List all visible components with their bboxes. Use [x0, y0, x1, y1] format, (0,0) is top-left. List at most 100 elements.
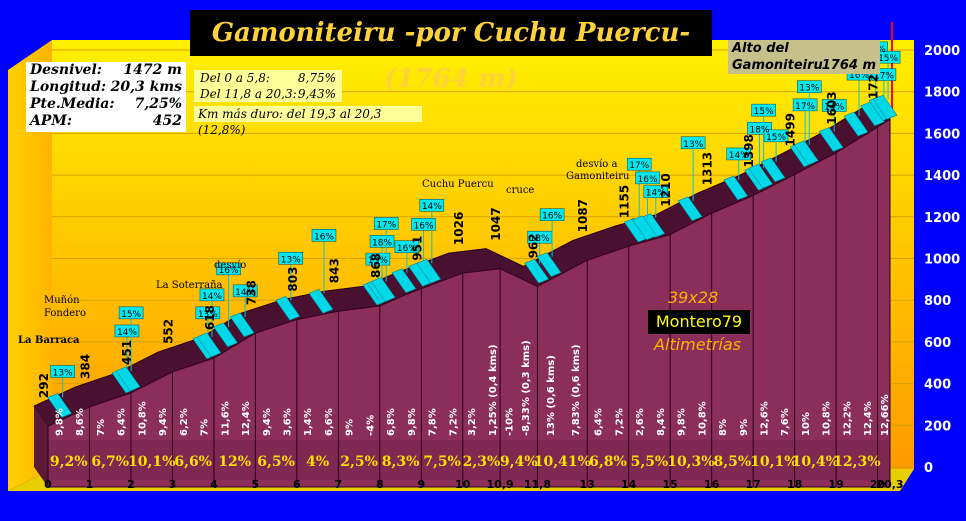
half-km-gradient: 8%: [718, 419, 729, 436]
ramp-block: [760, 157, 786, 183]
ramp-label: 13%: [198, 310, 218, 320]
half-km-gradient: 9%: [739, 419, 750, 436]
climb-section-value: 8,75%: [297, 71, 336, 85]
altitude-label: 1603: [825, 91, 839, 124]
altitude-label: 1047: [489, 207, 503, 240]
altitude-label: 738: [244, 280, 258, 305]
half-km-gradient: 7%: [200, 419, 211, 436]
km-gradient: 4%: [306, 454, 329, 470]
km-gradient-band: [48, 440, 890, 480]
half-km-gradient: 6,6%: [324, 408, 335, 436]
ramp-label: 14%: [235, 288, 255, 298]
ramp-label: 13%: [799, 84, 819, 94]
x-tick-label: 17: [745, 478, 760, 491]
ramp-block: [818, 127, 844, 152]
half-km-gradient: 6,4%: [594, 408, 605, 436]
ramp-label: 16%: [414, 221, 434, 231]
altitude-label: 1087: [576, 199, 590, 232]
altitude-label: 552: [161, 319, 175, 344]
ramp-block: [723, 175, 749, 201]
ramp-badge: [195, 306, 221, 320]
x-tick-label: 5: [252, 478, 260, 491]
half-km-gradient: 3,6%: [282, 408, 293, 436]
x-tick-label: 15: [663, 478, 678, 491]
climb-sections-box: Del 0 a 5,8: 8,75% Del 11,8 a 20,3: 9,43%: [194, 70, 342, 102]
ramp-block: [275, 295, 301, 321]
x-tick-label: 3: [169, 478, 177, 491]
ramp-label: 14%: [646, 189, 666, 199]
altitude-label: 1026: [452, 212, 466, 245]
y-tick-label: 600: [924, 336, 951, 351]
half-km-gradient: 7%: [96, 419, 107, 436]
ramp-label: 14%: [824, 102, 844, 112]
altitude-label: 843: [327, 258, 341, 283]
km-gradient: 10,41%: [534, 454, 591, 470]
km-gradient: 8,5%: [714, 454, 752, 470]
ramp-badge: [373, 217, 399, 230]
ramp-label: 13%: [683, 140, 703, 150]
ramp-label: 14%: [117, 328, 137, 338]
half-km-gradient: 8,6%: [75, 408, 86, 436]
ramp-label: 17%: [795, 102, 815, 112]
ramp-block: [308, 289, 334, 314]
km-gradient: 10,1%: [128, 454, 175, 470]
ramp-label: 14%: [202, 292, 222, 302]
climb-section-row: Del 0 a 5,8: 8,75%: [194, 70, 342, 86]
ramp-block: [196, 332, 222, 358]
summit-name: Alto del Gamoniteiru: [732, 41, 823, 73]
y-tick-label: 1000: [924, 253, 960, 268]
km-gradient: 10,1%: [750, 454, 797, 470]
place-annotation: La Soterraña: [156, 280, 223, 291]
half-km-gradient: 7,8%: [428, 408, 439, 436]
ramp-label: 16%: [314, 232, 334, 242]
x-tick-label: 0: [44, 478, 52, 491]
altitude-label: 451: [120, 340, 134, 365]
ramp-label: 14%: [729, 151, 749, 161]
ramp-badge: [411, 218, 436, 231]
km-gradient: 9,4%: [500, 454, 538, 470]
half-km-gradient: 6,8%: [386, 408, 397, 436]
ramp-badge: [365, 252, 391, 266]
climb-section-label: Del 11,8 a 20,3:: [200, 87, 297, 101]
ramp-label: 17%: [376, 221, 396, 231]
km-gradient: 5,5%: [631, 454, 669, 470]
x-tick-label: 16: [704, 478, 720, 491]
summit-box: Alto del Gamoniteiru 1764 m: [728, 40, 880, 74]
half-km-gradient: -10%: [504, 408, 515, 436]
ramp-badge: [821, 99, 847, 112]
half-km-gradient: 12,6%: [759, 401, 770, 436]
km-gradient: 2,5%: [340, 454, 378, 470]
ramp-block: [229, 312, 255, 338]
ramp-label: 15%: [878, 54, 898, 64]
y-tick-label: 400: [924, 378, 951, 393]
altitude-label: 1210: [659, 173, 673, 206]
ramp-block: [416, 258, 442, 284]
km-gradient: 6,8%: [589, 454, 627, 470]
half-km-gradient: 12,4%: [241, 401, 252, 436]
ramp-badge: [626, 157, 652, 171]
stat-value: 452: [152, 113, 182, 129]
x-tick-label: 7: [335, 478, 343, 491]
ramp-block: [748, 163, 774, 189]
ramp-badge: [118, 306, 144, 320]
ramp-block: [843, 111, 869, 137]
stat-value: 7,25%: [134, 96, 182, 112]
x-tick-label: 20: [870, 478, 886, 491]
y-tick-label: 0: [924, 461, 933, 476]
credit-size: 39x28: [668, 288, 719, 307]
summit-altitude: 1764 m: [821, 58, 876, 73]
half-km-gradient: 2,6%: [635, 408, 646, 436]
half-km-gradient: 7,6%: [780, 408, 791, 436]
half-km-gradient: 10,8%: [137, 401, 148, 436]
hardest-km-note: Km más duro: del 19,3 al 20,3 (12,8%): [194, 106, 422, 137]
half-km-gradient: 9,8%: [54, 408, 65, 436]
half-km-gradient: 10,8%: [697, 401, 708, 436]
ramp-label: 16%: [397, 244, 417, 254]
stat-label: Desnivel:: [30, 62, 102, 78]
climb-section-label: Del 0 a 5,8:: [200, 71, 270, 85]
climb-section-value: 9,43%: [297, 87, 336, 101]
y-tick-label: 800: [924, 294, 951, 309]
x-tick-label: 8: [376, 478, 384, 491]
km-gradient: 6,6%: [174, 454, 212, 470]
